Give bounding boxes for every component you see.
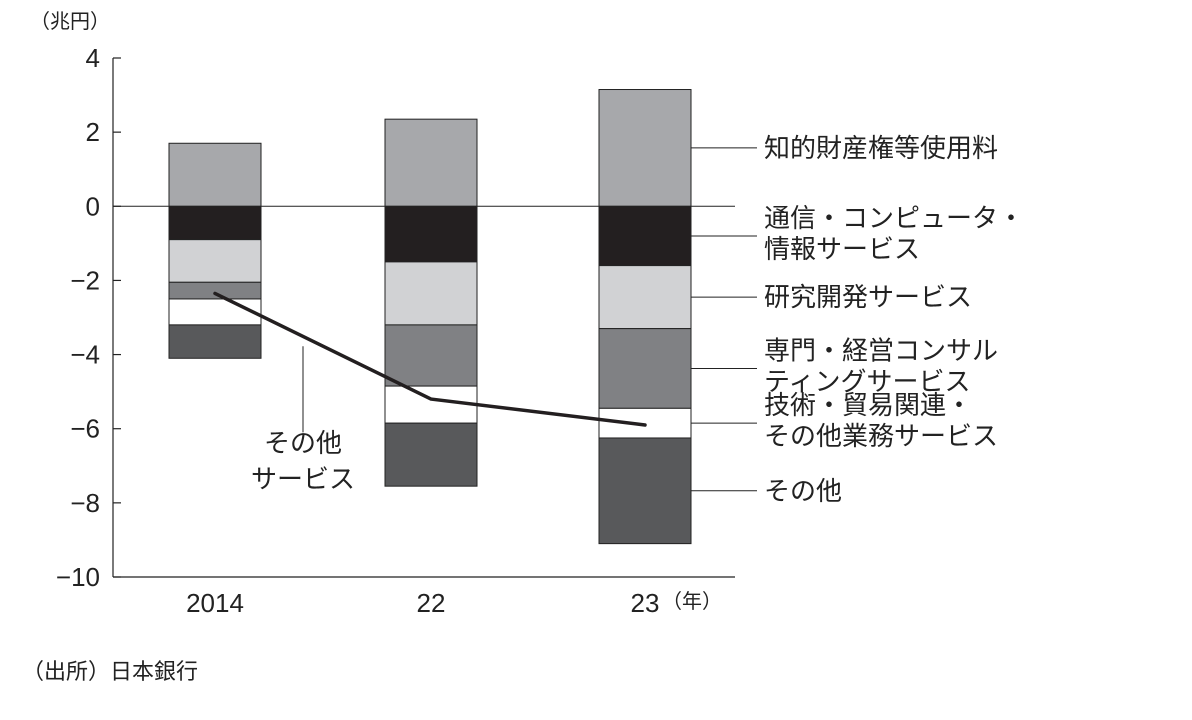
legend-label: ティングサービス xyxy=(764,367,970,397)
bar-segment xyxy=(384,422,478,487)
bar-segment xyxy=(598,407,692,439)
legend-label: その他業務サービス xyxy=(764,422,998,452)
bar-segment xyxy=(168,281,262,300)
y-axis-unit: （兆円） xyxy=(30,9,110,33)
source-note: （出所）日本銀行 xyxy=(22,660,198,685)
bar-segment xyxy=(598,437,692,545)
y-tick-label: −10 xyxy=(56,562,100,592)
legend-label: 情報サービス xyxy=(764,235,920,265)
line-series-label: サービス xyxy=(251,465,355,495)
bar-segment xyxy=(384,205,478,263)
legend-label: 研究開発サービス xyxy=(764,283,972,313)
bar-segment xyxy=(598,265,692,330)
legend: 知的財産権等使用料通信・コンピュータ・情報サービス研究開発サービス専門・経営コン… xyxy=(691,134,1024,507)
x-tick-label: 22 xyxy=(417,588,446,618)
legend-label: 技術・貿易関連・ xyxy=(764,391,972,421)
y-tick-label: −2 xyxy=(70,265,100,295)
bar-segment xyxy=(168,239,262,283)
x-tick-label: 23 xyxy=(631,588,660,618)
x-axis-unit: （年） xyxy=(662,589,722,613)
other-services-line xyxy=(213,291,647,427)
bar-segment xyxy=(598,205,692,267)
bar-segment xyxy=(168,298,262,326)
bar-segment xyxy=(384,385,478,424)
y-tick-label: −8 xyxy=(70,488,100,518)
y-tick-label: −4 xyxy=(70,340,100,370)
y-tick-label: 0 xyxy=(86,191,100,221)
y-tick-label: 2 xyxy=(86,117,100,147)
legend-label: その他 xyxy=(764,477,842,507)
bar-segment xyxy=(168,205,262,241)
y-tick-label: −6 xyxy=(70,414,100,444)
bar-segment xyxy=(168,324,262,359)
legend-label: 専門・経営コンサル xyxy=(764,336,998,366)
bar-segment xyxy=(168,142,262,207)
x-tick-label: 2014 xyxy=(186,588,244,618)
bar-segment xyxy=(384,324,478,387)
bars xyxy=(168,89,692,545)
axes: 4 2 0 −2 −4 −6 −8 −10 2014 22 23 xyxy=(56,43,735,618)
y-tick-label: 4 xyxy=(86,43,100,73)
bar-segment xyxy=(384,118,478,207)
bar-segment xyxy=(384,261,478,326)
bar-segment xyxy=(598,89,692,207)
line-series-label: その他 xyxy=(264,429,342,459)
legend-label: 通信・コンピュータ・ xyxy=(764,204,1024,234)
legend-label: 知的財産権等使用料 xyxy=(764,134,998,164)
bar-segment xyxy=(598,328,692,409)
